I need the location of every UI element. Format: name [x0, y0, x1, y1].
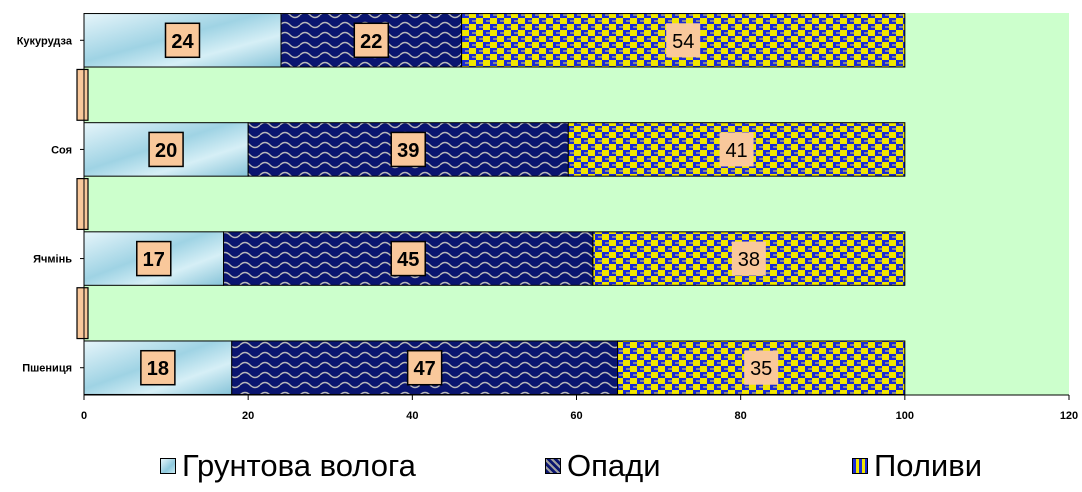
data-label-box-soil-moisture-1	[164, 22, 201, 59]
data-label-irrigation-1: 54	[672, 31, 694, 53]
legend-label-soil-moisture: Грунтова волога	[182, 448, 416, 483]
legend-label-irrigation: Поливи	[874, 448, 983, 483]
bar-precipitation-3	[223, 231, 594, 286]
data-label-box-irrigation-1	[666, 23, 701, 58]
data-label-box-soil-moisture-2	[148, 131, 184, 168]
stacked-bar-chart: 24 22 54 20 39 41 17 45 38 18 47 35 Кукурудза Соя Ячм…	[17, 13, 1078, 422]
plot-area	[84, 13, 1069, 395]
data-label-irrigation-4: 35	[750, 358, 772, 380]
labels-layer: 24 22 54 20 39 41 17 45 38 18 47 35	[76, 22, 779, 386]
data-label-soil-moisture-4: 18	[147, 358, 169, 380]
data-label-irrigation-3: 38	[738, 249, 760, 271]
data-label-box-soil-moisture-3	[136, 240, 172, 277]
legend-swatch-soil-moisture	[160, 458, 176, 474]
data-label-box-precipitation-2	[390, 131, 426, 168]
data-label-soil-moisture-3: 17	[143, 249, 165, 271]
data-label-irrigation-2: 41	[725, 140, 747, 162]
category-label-2: Соя	[51, 144, 72, 156]
legend-swatch-precipitation	[545, 458, 561, 474]
empty-row-label-box-3	[76, 287, 89, 340]
data-label-precipitation-2: 39	[397, 140, 419, 162]
data-label-box-soil-moisture-4	[140, 349, 176, 386]
data-label-precipitation-3: 45	[397, 249, 419, 271]
legend-swatch-irrigation	[852, 458, 868, 474]
data-label-box-irrigation-4	[744, 350, 779, 385]
data-label-precipitation-4: 47	[414, 358, 436, 380]
x-tick-label-100: 100	[896, 410, 914, 422]
data-label-box-irrigation-2	[719, 132, 754, 167]
legend-item-precipitation: Опади	[545, 446, 661, 486]
data-label-soil-moisture-2: 20	[155, 140, 177, 162]
category-label-1: Кукурудза	[17, 35, 73, 47]
data-label-box-irrigation-3	[731, 241, 766, 276]
legend-item-irrigation: Поливи	[852, 446, 982, 486]
data-label-soil-moisture-1: 24	[171, 31, 194, 53]
x-axis: Кукурудза Соя Ячмінь Пшениця 0 20 40 60 80 100 120	[17, 13, 1078, 422]
legend: Грунтова волога Опади Поливи	[0, 446, 1082, 486]
legend-label-precipitation: Опади	[567, 448, 661, 483]
category-label-3: Ячмінь	[33, 254, 72, 266]
data-label-box-precipitation-3	[390, 240, 426, 277]
x-tick-label-0: 0	[81, 410, 87, 422]
x-tick-label-60: 60	[570, 410, 582, 422]
empty-row-label-box-2	[76, 177, 89, 231]
legend-item-soil-moisture: Грунтова волога	[160, 446, 416, 486]
x-tick-label-120: 120	[1060, 410, 1078, 422]
data-label-precipitation-1: 22	[360, 31, 382, 53]
category-label-4: Пшениця	[22, 363, 72, 375]
x-tick-label-40: 40	[406, 410, 418, 422]
x-tick-label-80: 80	[735, 410, 747, 422]
x-tick-label-20: 20	[242, 410, 254, 422]
empty-row-label-box-1	[76, 68, 89, 121]
data-label-box-precipitation-1	[353, 22, 390, 59]
data-label-box-precipitation-4	[406, 349, 443, 386]
